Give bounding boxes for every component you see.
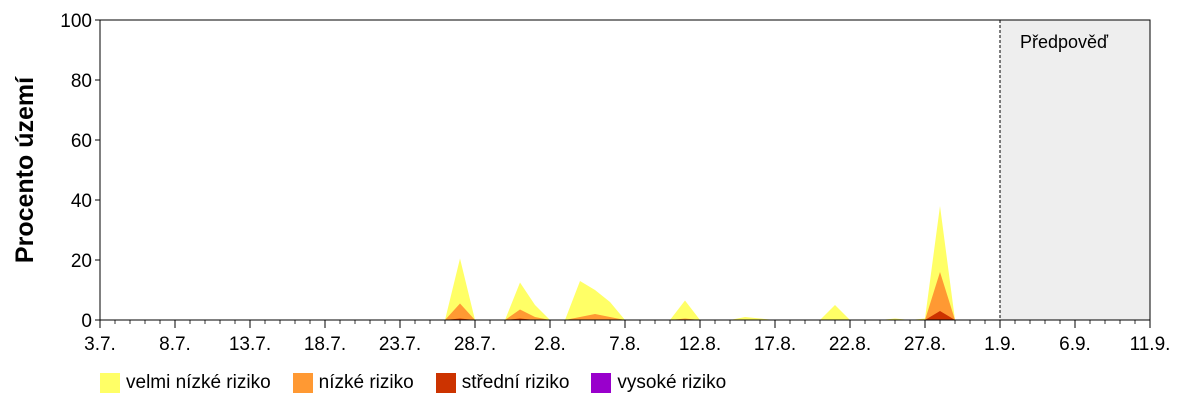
x-tick-label: 1.9. <box>984 334 1016 355</box>
x-tick-label: 12.8. <box>679 334 721 355</box>
axes: 0 20 40 60 80 100 3.7. 8.7. 13.7. 18.7. 23.7. 28.7.… <box>60 11 1170 355</box>
x-tick-label: 7.8. <box>609 334 641 355</box>
x-tick-label: 28.7. <box>454 334 496 355</box>
x-tick-label: 8.7. <box>159 334 191 355</box>
x-tick-label: 6.9. <box>1059 334 1091 355</box>
x-tick-label: 27.8. <box>904 334 946 355</box>
legend-label: střední riziko <box>461 372 570 393</box>
forecast-background <box>1000 20 1150 320</box>
x-tick-label: 13.7. <box>229 334 271 355</box>
y-axis-label: Procento území <box>11 76 39 263</box>
y-tick-label: 80 <box>71 71 92 92</box>
x-tick-label: 22.8. <box>829 334 871 355</box>
area-series <box>415 206 970 320</box>
legend-item: vysoké riziko <box>591 372 726 394</box>
y-tick-label: 60 <box>71 131 92 152</box>
legend-item: nízké riziko <box>292 372 414 394</box>
plot-frame <box>99 19 1151 321</box>
legend-label: velmi nízké riziko <box>126 372 271 393</box>
y-tick-label: 40 <box>71 191 92 212</box>
legend-label: nízké riziko <box>318 372 414 393</box>
x-tick-label: 23.7. <box>379 334 421 355</box>
legend-swatch <box>292 373 313 393</box>
legend-label: vysoké riziko <box>617 372 727 393</box>
x-tick-label: 11.9. <box>1130 334 1171 355</box>
forecast-label: Předpověď <box>1020 32 1109 52</box>
x-tick-label: 17.8. <box>754 334 796 355</box>
legend-item: střední riziko <box>435 372 570 394</box>
y-tick-label: 100 <box>60 11 92 32</box>
area-velmi-nízké-riziko <box>415 206 970 320</box>
x-tick-label: 3.7. <box>84 334 116 355</box>
legend: velmi nízké riziko nízké riziko střední ri… <box>100 372 748 394</box>
legend-swatch <box>591 373 612 393</box>
forecast-region: Předpověď <box>999 20 1150 320</box>
y-tick-label: 0 <box>81 311 92 332</box>
area-nízké-riziko <box>415 272 970 320</box>
x-tick-label: 18.7. <box>304 334 346 355</box>
y-tick-label: 20 <box>71 251 92 272</box>
legend-item: velmi nízké riziko <box>100 372 271 394</box>
legend-swatch <box>100 373 120 393</box>
legend-swatch <box>435 373 456 393</box>
x-tick-label: 2.8. <box>534 334 566 355</box>
